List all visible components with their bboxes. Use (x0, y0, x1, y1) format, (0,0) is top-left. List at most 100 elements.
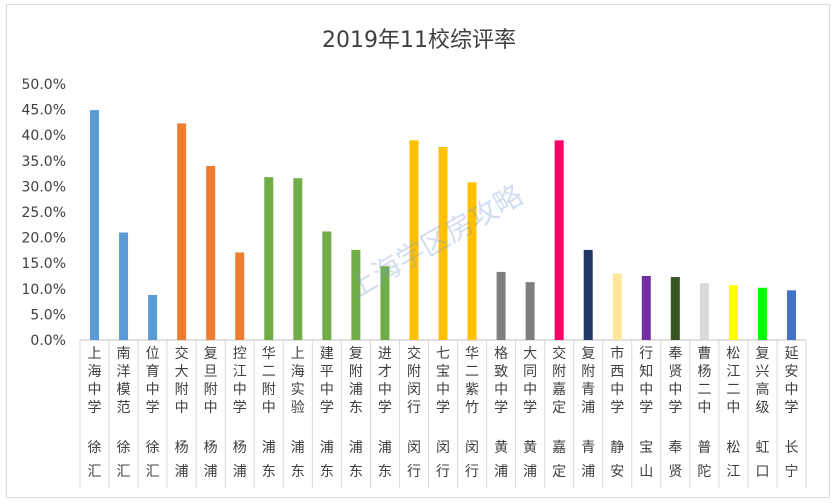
district-label: 嘉 (552, 440, 566, 456)
district-label: 浦 (494, 464, 508, 480)
bar (670, 277, 680, 340)
school-label: 中 (494, 382, 508, 398)
school-label: 学 (146, 400, 160, 416)
school-label: 中 (175, 400, 189, 416)
district-label: 浦 (204, 464, 218, 480)
district-label: 闵 (465, 440, 479, 456)
school-label: 学 (668, 400, 682, 416)
school-label: 中 (668, 382, 682, 398)
bar (409, 140, 419, 340)
school-label: 西 (610, 364, 624, 380)
y-tick-label: 20.0% (22, 231, 66, 247)
school-label: 海 (291, 364, 305, 380)
school-label: 二 (262, 364, 276, 380)
school-label: 知 (639, 363, 653, 380)
district-label: 定 (552, 464, 566, 480)
district-label: 徐 (88, 440, 102, 456)
district-label: 汇 (146, 464, 160, 480)
school-label: 华 (262, 346, 276, 362)
school-label: 中 (610, 382, 624, 398)
district-label: 青 (581, 440, 595, 456)
school-label: 验 (291, 400, 305, 416)
school-label: 学 (436, 400, 450, 416)
school-label: 致 (494, 364, 508, 380)
district-label: 浦 (349, 440, 363, 456)
district-label: 汇 (88, 464, 102, 480)
district-label: 宁 (784, 463, 798, 480)
district-label: 东 (291, 464, 305, 480)
district-label: 山 (639, 464, 653, 480)
school-label: 附 (407, 364, 421, 380)
bar (583, 249, 593, 340)
bar (177, 123, 187, 340)
district-label: 杨 (175, 440, 189, 456)
school-label: 交 (407, 345, 421, 362)
school-label: 中 (436, 382, 450, 398)
district-label: 徐 (117, 440, 131, 456)
bar (264, 177, 274, 340)
bar (322, 231, 332, 340)
school-label: 复 (755, 345, 769, 362)
bar (612, 273, 622, 340)
school-label: 贤 (668, 364, 682, 380)
y-tick-label: 40.0% (22, 128, 66, 144)
district-label: 浦 (175, 464, 189, 480)
y-tick-label: 5.0% (30, 307, 66, 323)
school-label: 控 (233, 346, 247, 362)
school-label: 学 (320, 400, 334, 416)
district-label: 黄 (523, 439, 537, 456)
school-label: 范 (117, 399, 131, 416)
school-label: 中 (146, 382, 160, 398)
bar (699, 283, 709, 340)
bar (351, 249, 361, 340)
school-label: 中 (320, 382, 334, 398)
school-label: 闵 (407, 382, 421, 398)
school-label: 高 (755, 381, 769, 398)
school-label: 大 (523, 346, 537, 362)
district-label: 奉 (668, 440, 682, 456)
school-label: 附 (262, 382, 276, 398)
school-label: 中 (784, 382, 798, 398)
y-tick-label: 0.0% (30, 333, 66, 349)
school-label: 学 (378, 400, 392, 416)
school-label: 复 (204, 345, 218, 362)
y-tick-label: 25.0% (22, 205, 66, 221)
school-label: 中 (523, 382, 537, 398)
school-label: 中 (726, 400, 740, 416)
school-label: 平 (320, 364, 334, 380)
district-label: 东 (320, 464, 334, 480)
school-label: 同 (523, 364, 537, 380)
bar (554, 140, 564, 340)
district-label: 静 (610, 440, 624, 456)
district-label: 长 (784, 440, 798, 456)
district-label: 东 (262, 464, 276, 480)
district-label: 闵 (407, 440, 421, 456)
school-label: 浦 (581, 400, 595, 416)
school-label: 学 (233, 400, 247, 416)
district-label: 汇 (117, 464, 131, 480)
school-label: 中 (262, 400, 276, 416)
bar (728, 285, 738, 340)
school-label: 青 (581, 382, 595, 398)
bar (293, 178, 303, 340)
school-label: 宝 (436, 364, 450, 380)
school-label: 中 (697, 400, 711, 416)
school-label: 建 (320, 346, 334, 362)
district-label: 浦 (291, 440, 305, 456)
bar (525, 282, 535, 340)
bar (119, 232, 129, 340)
school-label: 附 (175, 382, 189, 398)
school-label: 学 (494, 400, 508, 416)
school-label: 行 (407, 400, 421, 416)
bar (496, 271, 506, 340)
y-tick-label: 10.0% (22, 282, 66, 298)
school-label: 学 (784, 400, 798, 416)
school-label: 洋 (117, 364, 131, 380)
school-label: 东 (349, 400, 363, 416)
school-label: 复 (581, 345, 595, 362)
district-label: 浦 (523, 464, 537, 480)
y-tick-label: 45.0% (22, 103, 66, 119)
district-label: 浦 (262, 440, 276, 456)
district-label: 闵 (436, 440, 450, 456)
school-label: 中 (378, 382, 392, 398)
